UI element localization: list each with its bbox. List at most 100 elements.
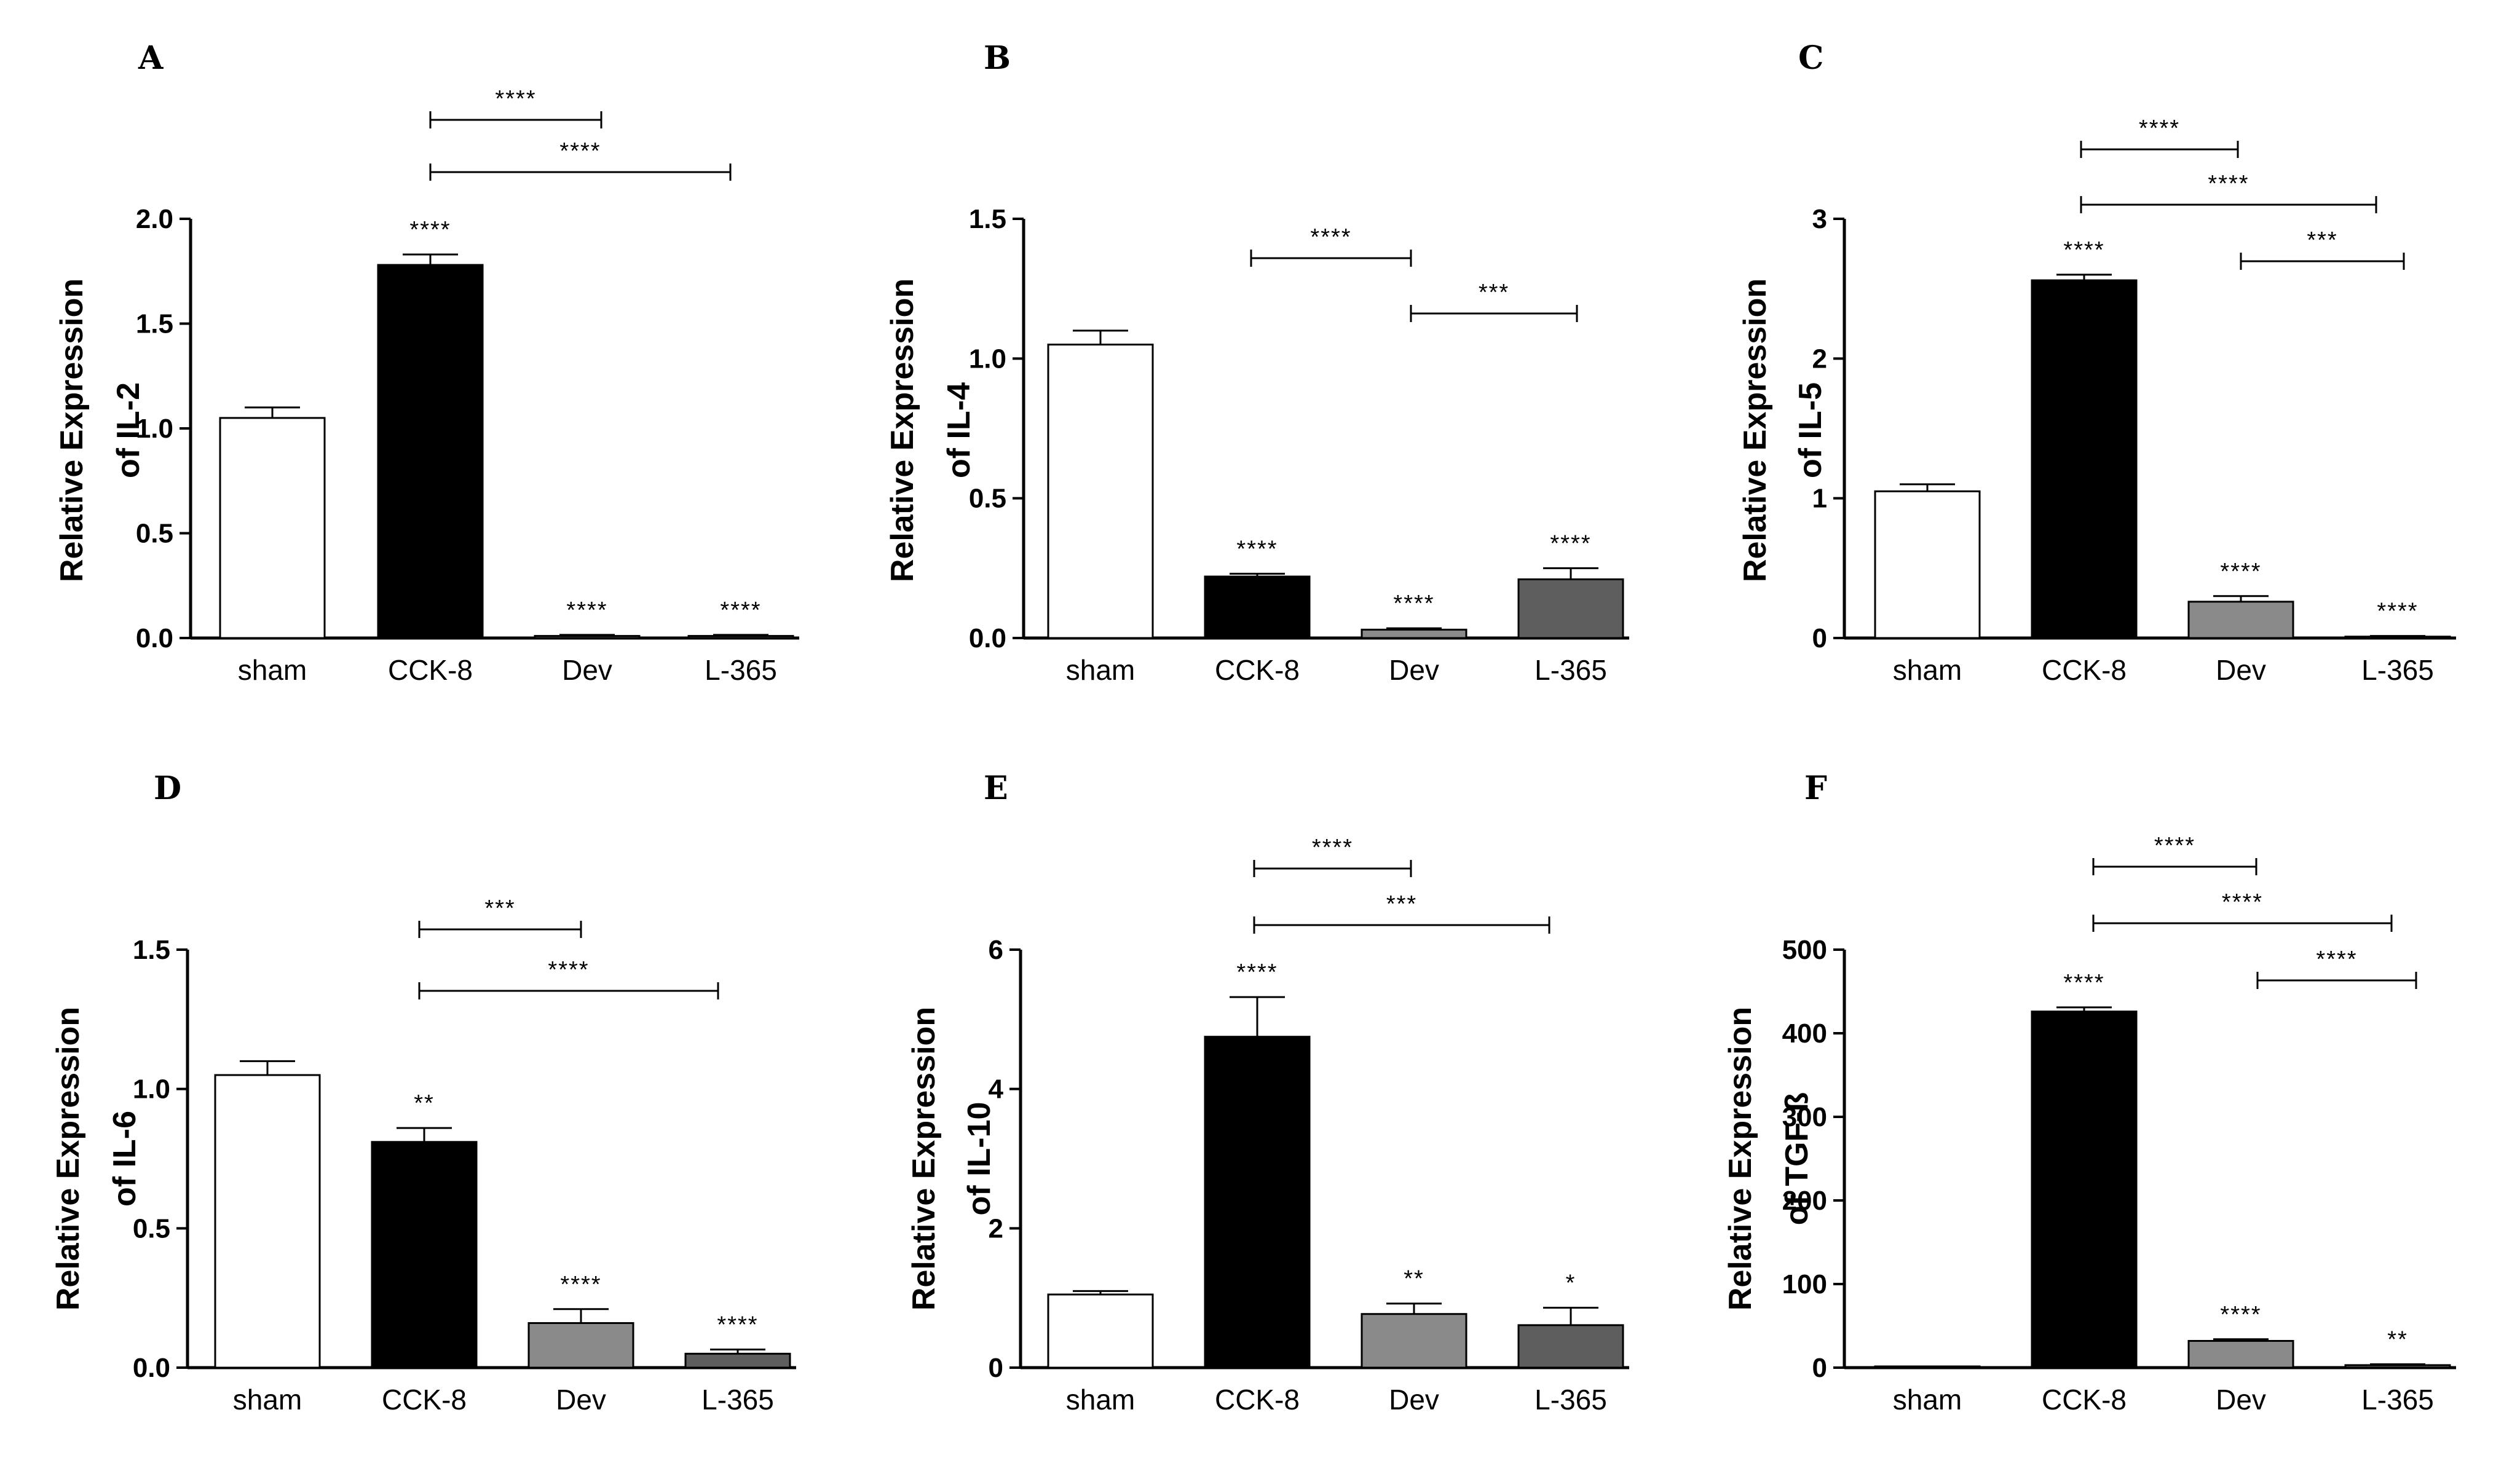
panel-d-ylabel: Relative Expression xyxy=(50,1007,86,1310)
panel-f-bar-cck-8 xyxy=(2031,1011,2138,1369)
panel-b-letter: B xyxy=(984,39,1011,77)
panel-b-category-l-365: L-365 xyxy=(1535,654,1607,686)
panel-e-bracket-label: **** xyxy=(1312,835,1353,861)
panel-d-ylabel-2: of IL-6 xyxy=(107,1111,143,1207)
panel-b-bar-cck-8 xyxy=(1204,575,1311,639)
panel-e-sig-dev: ** xyxy=(1404,1266,1424,1292)
panel-a-letter: A xyxy=(138,39,164,77)
panel-e-letter: E xyxy=(984,770,1008,807)
panel-e-sig-l-365: * xyxy=(1566,1271,1576,1296)
panel-b-sig-cck-8: **** xyxy=(1236,536,1278,562)
panel-a-ytick-label: 1.0 xyxy=(136,414,173,444)
panel-a-category-dev: Dev xyxy=(562,654,612,686)
panel-e-sig-cck-8: **** xyxy=(1236,960,1278,985)
panel-a-bracket-label: **** xyxy=(495,86,536,112)
panel-e-category-l-365: L-365 xyxy=(1535,1384,1607,1416)
panel-b-bar-dev xyxy=(1361,628,1467,639)
panel-d-ytick-label: 1.0 xyxy=(133,1074,170,1105)
panel-d-bar-dev xyxy=(527,1322,634,1369)
panel-b-bar-sham xyxy=(1047,344,1154,639)
panel-c-bracket-label: **** xyxy=(2139,116,2180,141)
panel-f-sig-l-365: ** xyxy=(2387,1327,2408,1353)
panel-c-sig-dev: **** xyxy=(2220,559,2261,585)
panel-c-ytick-label: 1 xyxy=(1812,484,1827,514)
panel-e-ylabel-2: of IL-10 xyxy=(962,1102,997,1216)
panel-b-bracket-label: **** xyxy=(1310,224,1351,250)
panel-d-category-dev: Dev xyxy=(556,1384,606,1416)
panel-b-ylabel: Relative Expression xyxy=(885,278,920,582)
panel-a-ylabel-2: of IL-2 xyxy=(111,382,146,478)
panel-f-bracket-label: **** xyxy=(2222,889,2263,915)
panel-d-bar-cck-8 xyxy=(371,1141,478,1369)
panel-e-bar-l-365 xyxy=(1517,1324,1624,1369)
panel-d-category-l-365: L-365 xyxy=(701,1384,774,1416)
panel-d-category-sham: sham xyxy=(233,1384,302,1416)
panel-f-ylabel-2: of TGF-ß xyxy=(1779,1092,1815,1226)
panel-f-bracket-label: **** xyxy=(2154,833,2195,859)
panel-c-bracket-label: *** xyxy=(2307,227,2337,253)
panel-e-category-cck-8: CCK-8 xyxy=(1215,1384,1300,1416)
panel-b-ytick-label: 0.0 xyxy=(969,623,1006,653)
panel-b-bar-l-365 xyxy=(1517,578,1624,639)
panel-f-ytick-label: 100 xyxy=(1782,1269,1827,1299)
panel-d-ytick-label: 1.5 xyxy=(133,935,170,965)
panel-e-bar-dev xyxy=(1361,1313,1467,1369)
panel-c-ytick-label: 2 xyxy=(1812,344,1827,374)
panel-f-bar-dev xyxy=(2187,1339,2294,1369)
panel-b-sig-l-365: **** xyxy=(1550,530,1591,556)
panel-c-bar-sham xyxy=(1874,490,1981,639)
panel-f-category-cck-8: CCK-8 xyxy=(2042,1384,2127,1416)
panel-f-ytick-label: 500 xyxy=(1782,935,1827,965)
panel-c-category-sham: sham xyxy=(1893,654,1962,686)
panel-e-ytick-label: 6 xyxy=(989,935,1003,965)
panel-a-sig-dev: **** xyxy=(566,597,607,623)
panel-e-bar-cck-8 xyxy=(1204,1036,1311,1369)
panel-c-ytick-label: 0 xyxy=(1812,623,1827,653)
panel-c-bracket-label: **** xyxy=(2208,171,2249,197)
panel-f-ytick-label: 300 xyxy=(1782,1102,1827,1132)
panel-f-ylabel: Relative Expression xyxy=(1723,1007,1758,1310)
panel-c-ytick-label: 3 xyxy=(1812,204,1827,234)
panel-e-ytick-label: 4 xyxy=(989,1074,1004,1105)
panel-d-bracket-label: *** xyxy=(484,896,515,921)
panel-c-letter: C xyxy=(1798,39,1823,77)
panel-f-bar-sham xyxy=(1874,1365,1981,1369)
panel-b-category-sham: sham xyxy=(1066,654,1135,686)
panel-f-bar-l-365 xyxy=(2344,1364,2451,1369)
panel-d-sig-cck-8: ** xyxy=(414,1090,435,1116)
panel-d-bar-l-365 xyxy=(684,1352,791,1369)
panel-b-bracket-label: *** xyxy=(1479,280,1509,305)
panel-a-ytick-label: 2.0 xyxy=(136,204,173,234)
panel-e-bracket-label: *** xyxy=(1386,891,1417,917)
panel-a-ylabel: Relative Expression xyxy=(54,278,90,582)
panel-a-bar-l-365 xyxy=(687,635,794,639)
panel-f-sig-dev: **** xyxy=(2220,1302,2261,1328)
panel-c-ylabel: Relative Expression xyxy=(1737,278,1773,582)
panel-a-bar-dev xyxy=(534,635,641,639)
panel-c-sig-l-365: **** xyxy=(2377,599,2418,625)
panel-f-category-l-365: L-365 xyxy=(2361,1384,2434,1416)
panel-d-letter: D xyxy=(154,770,181,807)
panel-e-category-sham: sham xyxy=(1066,1384,1135,1416)
panel-b-ylabel-2: of IL-4 xyxy=(941,382,977,478)
panel-f-ytick-label: 400 xyxy=(1782,1019,1827,1049)
panel-d-ytick-label: 0.5 xyxy=(133,1213,170,1243)
panel-f-category-sham: sham xyxy=(1893,1384,1962,1416)
panel-f-letter: F xyxy=(1804,770,1827,807)
panel-f-bracket-label: **** xyxy=(2316,947,2357,972)
panel-a-category-sham: sham xyxy=(238,654,307,686)
panel-d-ytick-label: 0.0 xyxy=(133,1353,170,1383)
panel-a-bar-cck-8 xyxy=(377,264,484,639)
panel-b-category-cck-8: CCK-8 xyxy=(1215,654,1300,686)
panel-a-sig-cck-8: **** xyxy=(409,217,451,243)
panel-c-bar-cck-8 xyxy=(2031,279,2138,639)
panel-a-category-l-365: L-365 xyxy=(705,654,777,686)
panel-f-ytick-label: 0 xyxy=(1812,1353,1827,1383)
panel-a-sig-l-365: **** xyxy=(720,597,761,623)
panel-d-bracket-label: **** xyxy=(548,957,589,983)
panel-a-bar-sham xyxy=(219,417,326,639)
panel-b-ytick-label: 1.0 xyxy=(969,344,1006,374)
panel-c-ylabel-2: of IL-5 xyxy=(1793,382,1828,478)
panel-a-bracket-label: **** xyxy=(559,138,601,164)
